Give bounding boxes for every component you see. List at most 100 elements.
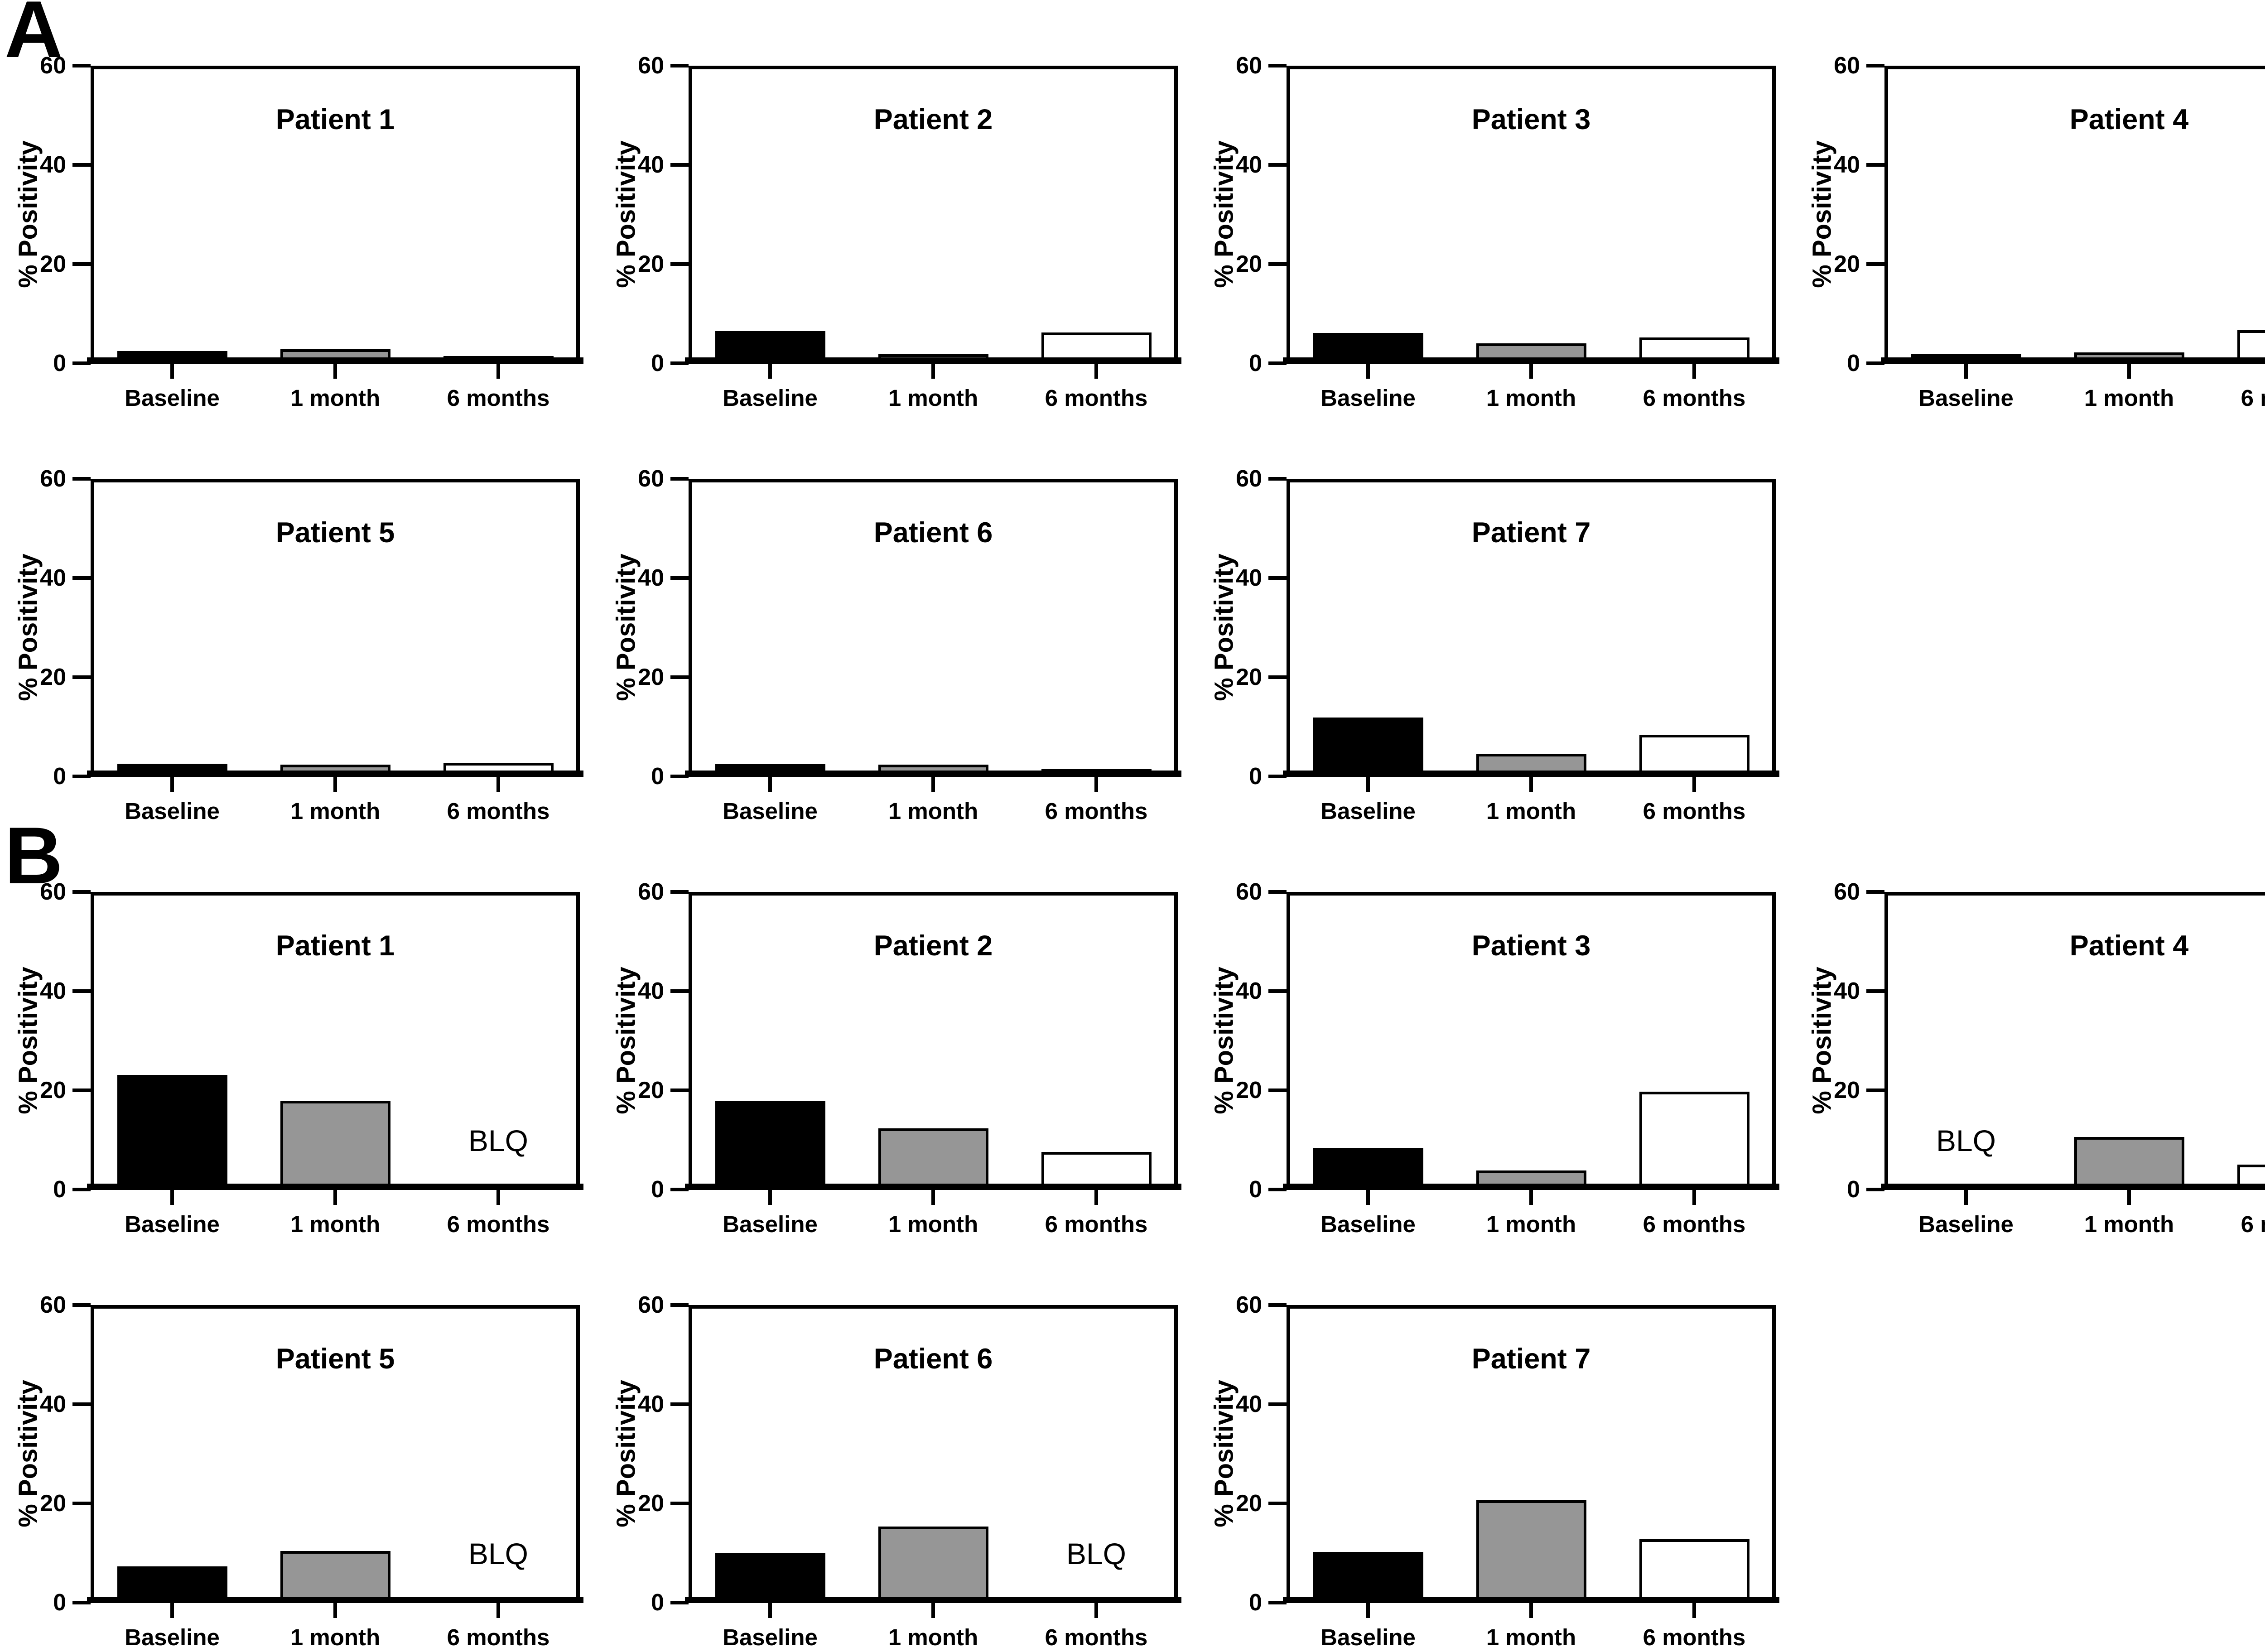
y-axis-tick	[670, 1303, 689, 1307]
y-axis-tick	[72, 163, 91, 167]
blq-annotation: BLQ	[468, 1537, 529, 1570]
y-axis-tick	[670, 1502, 689, 1505]
y-axis-tick-label: 60	[638, 466, 664, 492]
y-axis-tick	[72, 989, 91, 993]
bar-6-months	[1041, 1151, 1152, 1190]
y-axis-tick-label: 20	[40, 1077, 66, 1103]
chart-panel-b-patient-4: Patient 4 % Positivity 0 20 40 60 Baseline 1 mo…	[1794, 826, 2265, 1239]
y-axis-tick-label: 60	[1236, 466, 1262, 492]
x-axis-category-label: 1 month	[888, 385, 978, 411]
x-axis-tick	[931, 363, 935, 379]
y-axis-tick-label: 20	[638, 251, 664, 277]
y-axis-tick	[1268, 64, 1287, 67]
y-axis-tick	[1866, 262, 1884, 266]
y-axis-tick	[72, 64, 91, 67]
x-axis-tick	[1964, 363, 1968, 379]
chart-title: Patient 1	[275, 930, 395, 962]
y-axis-tick-label: 20	[1834, 251, 1860, 277]
y-axis-label: % Positivity	[13, 967, 43, 1114]
chart-panel-a-patient-4: Patient 4 % Positivity 0 20 40 60 Baseline 1 mo…	[1794, 0, 2265, 413]
x-axis-tick	[333, 776, 337, 792]
x-axis-tick	[1529, 1190, 1533, 1205]
x-axis-category-label: Baseline	[125, 798, 220, 824]
chart-title: Patient 5	[275, 1343, 395, 1375]
x-axis-line	[685, 771, 1181, 777]
x-axis-category-label: 1 month	[1486, 798, 1576, 824]
y-axis-tick	[72, 1303, 91, 1307]
bar-baseline	[117, 1566, 227, 1603]
y-axis-tick	[1268, 361, 1287, 365]
y-axis-tick	[1866, 361, 1884, 365]
bar-1-month	[1476, 1500, 1586, 1603]
y-axis-tick	[1866, 1188, 1884, 1191]
x-axis-tick	[333, 363, 337, 379]
chart-panel-a-patient-3: Patient 3 % Positivity 0 20 40 60 Baseline 1 mo…	[1196, 0, 1794, 413]
y-axis-tick	[1866, 890, 1884, 894]
y-axis-tick	[670, 576, 689, 580]
bar-baseline	[1313, 1148, 1423, 1190]
x-axis-category-label: 6 months	[447, 1211, 550, 1237]
y-axis-tick	[1268, 890, 1287, 894]
y-axis-tick	[72, 1502, 91, 1505]
x-axis-line	[1283, 771, 1779, 777]
x-axis-category-label: 6 months	[1643, 1211, 1746, 1237]
y-axis-tick	[670, 890, 689, 894]
chart-panel-a-patient-5: Patient 5 % Positivity 0 20 40 60 Baseline 1 mo…	[0, 413, 598, 826]
y-axis-tick-label: 40	[40, 1391, 66, 1417]
y-axis-tick	[72, 1402, 91, 1406]
x-axis-category-label: 1 month	[1486, 1211, 1576, 1237]
x-axis-category-label: 6 months	[447, 1624, 550, 1650]
y-axis-tick-label: 20	[1236, 664, 1262, 690]
x-axis-tick	[768, 776, 772, 792]
x-axis-tick	[496, 1603, 500, 1618]
y-axis-tick	[1866, 163, 1884, 167]
x-axis-category-label: Baseline	[1320, 798, 1416, 824]
x-axis-category-label: Baseline	[723, 798, 818, 824]
y-axis-tick	[1268, 1303, 1287, 1307]
plot-area	[1884, 66, 2265, 363]
bar-1-month	[280, 1551, 390, 1603]
y-axis-label: % Positivity	[1209, 554, 1239, 701]
y-axis-tick-label: 60	[1236, 53, 1262, 79]
y-axis-tick-label: 60	[40, 466, 66, 492]
plot-area	[689, 66, 1178, 363]
bar-1-month	[280, 1100, 390, 1190]
x-axis-category-label: 6 months	[447, 798, 550, 824]
x-axis-tick	[1529, 1603, 1533, 1618]
x-axis-category-label: Baseline	[125, 385, 220, 411]
chart-panel-b-patient-3: Patient 3 % Positivity 0 20 40 60 Baseline 1 mo…	[1196, 826, 1794, 1239]
x-axis-tick	[1366, 1190, 1370, 1205]
x-axis-tick	[931, 1190, 935, 1205]
chart-title: Patient 1	[275, 104, 395, 135]
x-axis-tick	[170, 363, 174, 379]
y-axis-tick	[1268, 1502, 1287, 1505]
x-axis-category-label: 1 month	[888, 1211, 978, 1237]
y-axis-tick-label: 20	[638, 1490, 664, 1517]
panel-b-letter: B	[5, 810, 63, 901]
x-axis-line	[685, 357, 1181, 364]
y-axis-tick	[670, 1088, 689, 1092]
y-axis-tick	[670, 775, 689, 778]
x-axis-line	[87, 771, 583, 777]
x-axis-line	[87, 1597, 583, 1603]
bar-baseline	[117, 1075, 227, 1190]
chart-title: Patient 3	[1471, 104, 1591, 135]
plot-area	[689, 479, 1178, 776]
x-axis-tick	[170, 1603, 174, 1618]
y-axis-tick-label: 40	[1236, 978, 1262, 1004]
x-axis-tick	[931, 1603, 935, 1618]
y-axis-tick-label: 60	[40, 1292, 66, 1318]
x-axis-category-label: 6 months	[1643, 1624, 1746, 1650]
x-axis-tick	[1692, 1190, 1696, 1205]
chart-title: Patient 6	[873, 517, 993, 549]
blq-annotation: BLQ	[468, 1124, 529, 1157]
y-axis-tick	[72, 775, 91, 778]
chart-title: Patient 2	[873, 104, 993, 135]
x-axis-tick	[1964, 1190, 1968, 1205]
chart-panel-b-patient-1: Patient 1 % Positivity 0 20 40 60 Baseline 1 mo…	[0, 826, 598, 1239]
y-axis-tick	[670, 64, 689, 67]
panel-a-letter: A	[5, 0, 63, 74]
y-axis-tick-label: 60	[1834, 53, 1860, 79]
x-axis-tick	[333, 1603, 337, 1618]
